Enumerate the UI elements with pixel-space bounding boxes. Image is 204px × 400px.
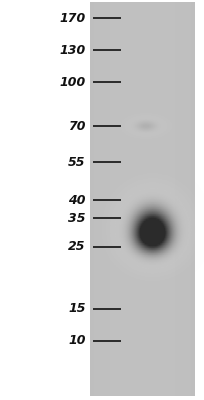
Text: 10: 10: [68, 334, 86, 347]
Text: 130: 130: [59, 44, 86, 56]
Text: 170: 170: [59, 12, 86, 24]
Text: 70: 70: [68, 120, 86, 132]
Text: 35: 35: [68, 212, 86, 224]
Text: 25: 25: [68, 240, 86, 253]
Text: 55: 55: [68, 156, 86, 168]
Text: 100: 100: [59, 76, 86, 88]
Text: 15: 15: [68, 302, 86, 315]
Text: 40: 40: [68, 194, 86, 206]
